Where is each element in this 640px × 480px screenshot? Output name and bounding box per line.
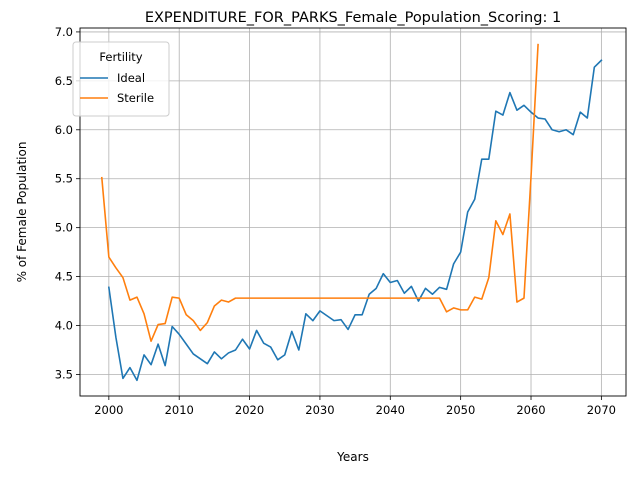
x-tick-label: 2030 <box>305 403 334 417</box>
axis-ticks: 2000 2010 2020 2030 2040 2050 2060 2070 3.5 4.0 4.… <box>55 25 616 417</box>
y-tick-label: 6.0 <box>55 123 73 137</box>
y-tick-label: 4.0 <box>55 319 73 333</box>
y-tick-label: 3.5 <box>55 367 73 381</box>
legend: Fertility Ideal Sterile <box>72 41 170 117</box>
series-line-ideal <box>107 59 603 382</box>
plot-area-frame <box>79 27 627 397</box>
x-axis-label: Years <box>336 450 369 464</box>
legend-title: Fertility <box>99 50 142 64</box>
y-tick-label: 7.0 <box>55 25 73 39</box>
x-tick-label: 2060 <box>516 403 545 417</box>
y-tick-label: 5.0 <box>55 221 73 235</box>
x-tick-label: 2050 <box>446 403 475 417</box>
x-tick-label: 2000 <box>94 403 123 417</box>
grid-lines <box>80 28 626 396</box>
y-axis-label: % of Female Population <box>15 142 29 283</box>
y-tick-label: 6.5 <box>55 74 73 88</box>
x-tick-label: 2040 <box>376 403 405 417</box>
x-tick-label: 2020 <box>235 403 264 417</box>
series-line-sterile <box>100 43 539 342</box>
chart-title: EXPENDITURE_FOR_PARKS_Female_Population_… <box>145 10 561 26</box>
x-tick-label: 2010 <box>165 403 194 417</box>
legend-label-ideal: Ideal <box>117 71 145 85</box>
y-tick-label: 4.5 <box>55 270 73 284</box>
y-tick-label: 5.5 <box>55 172 73 186</box>
series-lines <box>100 43 603 382</box>
legend-label-sterile: Sterile <box>117 91 154 105</box>
x-tick-label: 2070 <box>587 403 616 417</box>
